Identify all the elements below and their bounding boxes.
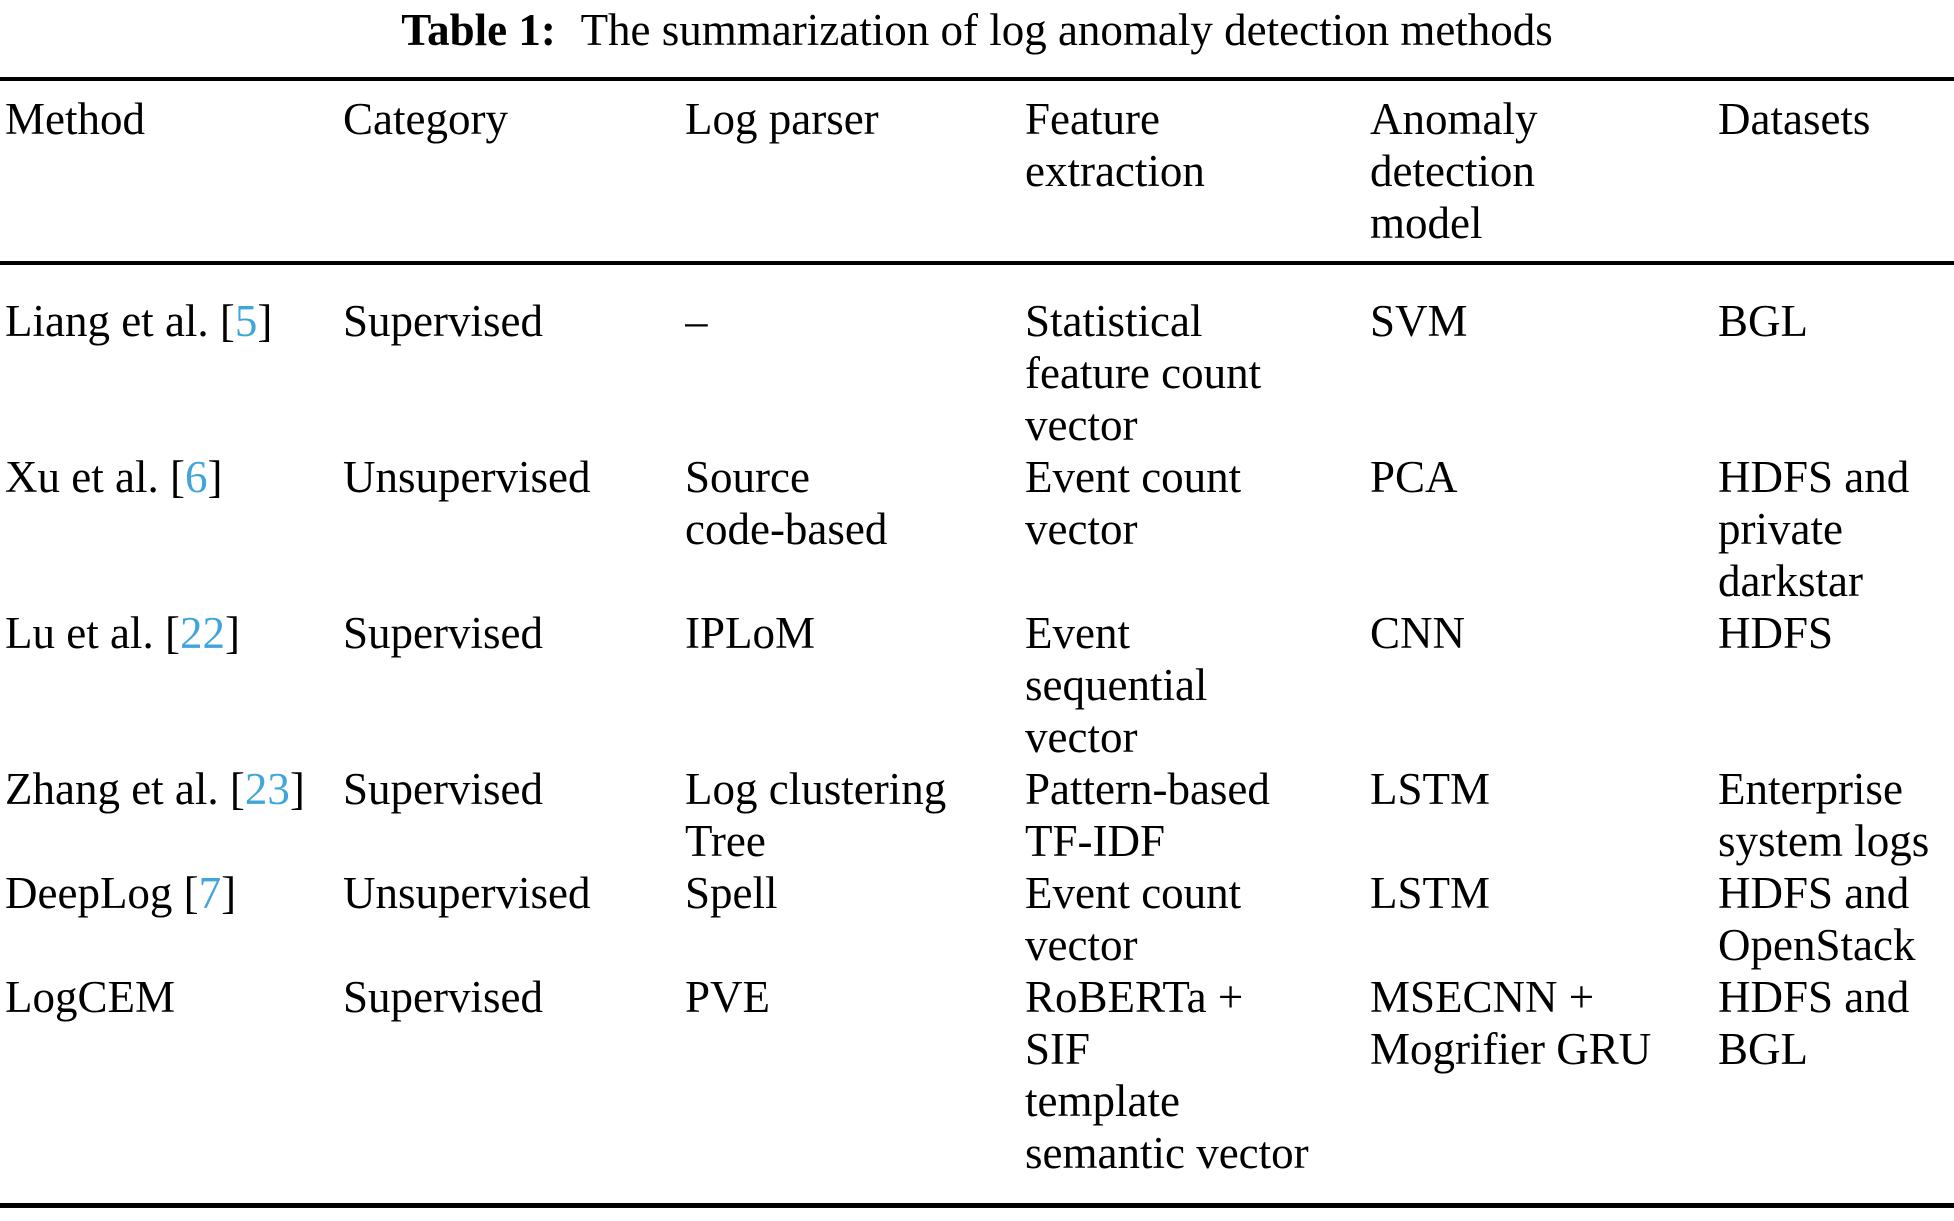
cell-feature-extraction: RoBERTa + SIF template semantic vector <box>1025 972 1309 1178</box>
header-row: Method Category Log parser Feature extra… <box>0 79 1954 265</box>
cell-method: LogCEM <box>0 971 343 1206</box>
cell-category: Unsupervised <box>343 868 591 918</box>
cell-log-parser: PVE <box>685 972 771 1022</box>
cell-log-parser: Source code-based <box>685 452 888 554</box>
cell-category: Supervised <box>343 764 543 814</box>
cell-anomaly-model: LSTM <box>1370 764 1491 814</box>
method-text: Lu et al. [ <box>5 608 180 658</box>
method-text: DeepLog [ <box>5 868 199 918</box>
citation-ref[interactable]: 7 <box>198 868 222 918</box>
column-header-method: Method <box>0 79 343 265</box>
cell-anomaly-model: PCA <box>1370 452 1458 502</box>
cell-datasets: BGL <box>1718 296 1808 346</box>
cell-anomaly-model: SVM <box>1370 296 1468 346</box>
citation-ref[interactable]: 6 <box>184 452 208 502</box>
cell-anomaly-model: MSECNN + Mogrifier GRU <box>1370 972 1652 1074</box>
citation-ref[interactable]: 5 <box>234 296 258 346</box>
table-row: Liang et al. [5] Supervised – Statistica… <box>0 263 1954 451</box>
table-row: Lu et al. [22] Supervised IPLoM Event se… <box>0 607 1954 763</box>
citation-ref[interactable]: 23 <box>244 764 290 814</box>
cell-category: Supervised <box>343 608 543 658</box>
cell-log-parser: – <box>685 296 708 346</box>
cell-method: Xu et al. [6] <box>0 451 343 607</box>
cell-category: Unsupervised <box>343 452 591 502</box>
method-text: Xu et al. [ <box>5 452 185 502</box>
column-header-datasets: Datasets <box>1718 79 1954 265</box>
cell-datasets: HDFS and OpenStack <box>1718 868 1916 970</box>
cell-feature-extraction: Event sequential vector <box>1025 608 1208 762</box>
cell-method: DeepLog [7] <box>0 867 343 971</box>
cell-feature-extraction: Event count vector <box>1025 452 1242 554</box>
table-row: Zhang et al. [23] Supervised Log cluster… <box>0 763 1954 867</box>
table-caption-label: Table 1: <box>401 5 556 55</box>
cell-method: Zhang et al. [23] <box>0 763 343 867</box>
table-header: Method Category Log parser Feature extra… <box>0 79 1954 265</box>
cell-feature-extraction: Event count vector <box>1025 868 1242 970</box>
cell-anomaly-model: LSTM <box>1370 868 1491 918</box>
summary-table: Method Category Log parser Feature extra… <box>0 77 1954 1208</box>
column-header-category: Category <box>343 79 685 265</box>
method-text: LogCEM <box>5 972 176 1022</box>
cell-datasets: Enterprise system logs <box>1718 764 1930 866</box>
method-text: ] <box>289 764 305 814</box>
column-header-feature-extraction: Feature extraction <box>1025 79 1370 265</box>
method-text: ] <box>224 608 240 658</box>
cell-category: Supervised <box>343 296 543 346</box>
citation-ref[interactable]: 22 <box>179 608 225 658</box>
table-row: DeepLog [7] Unsupervised Spell Event cou… <box>0 867 1954 971</box>
cell-log-parser: IPLoM <box>685 608 816 658</box>
method-text: Liang et al. [ <box>5 296 235 346</box>
method-text: ] <box>257 296 273 346</box>
column-header-anomaly-model: Anomaly detection model <box>1370 79 1718 265</box>
cell-category: Supervised <box>343 972 543 1022</box>
method-text: ] <box>221 868 237 918</box>
cell-feature-extraction: Pattern-based TF-IDF <box>1025 764 1270 866</box>
column-header-log-parser: Log parser <box>685 79 1025 265</box>
cell-anomaly-model: CNN <box>1370 608 1466 658</box>
cell-method: Lu et al. [22] <box>0 607 343 763</box>
method-text: Zhang et al. [ <box>5 764 245 814</box>
cell-feature-extraction: Statistical feature count vector <box>1025 296 1262 450</box>
table-row: LogCEM Supervised PVE RoBERTa + SIF temp… <box>0 971 1954 1206</box>
table-body: Liang et al. [5] Supervised – Statistica… <box>0 263 1954 1206</box>
table-caption: Table 1: The summarization of log anomaly… <box>0 0 1954 56</box>
table-row: Xu et al. [6] Unsupervised Source code-b… <box>0 451 1954 607</box>
cell-log-parser: Spell <box>685 868 778 918</box>
cell-datasets: HDFS and private darkstar <box>1718 452 1910 606</box>
cell-datasets: HDFS <box>1718 608 1834 658</box>
cell-log-parser: Log clustering Tree <box>685 764 947 866</box>
cell-datasets: HDFS and BGL <box>1718 972 1910 1074</box>
method-text: ] <box>207 452 223 502</box>
cell-method: Liang et al. [5] <box>0 263 343 451</box>
table-caption-text: The summarization of log anomaly detecti… <box>580 5 1553 55</box>
